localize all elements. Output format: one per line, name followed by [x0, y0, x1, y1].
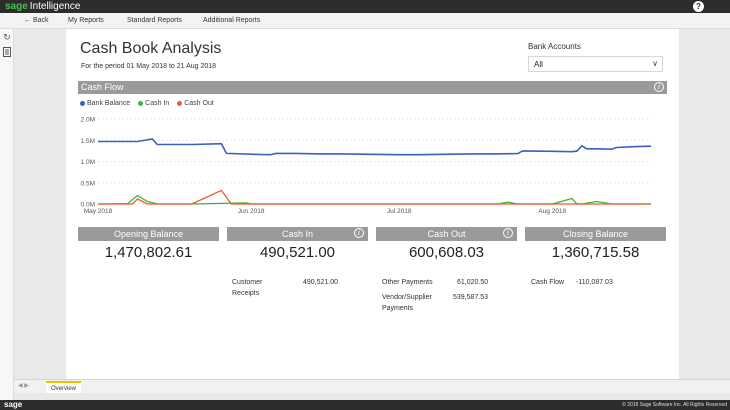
bank-accounts-value: All: [534, 60, 543, 69]
info-icon[interactable]: i: [654, 82, 664, 92]
customer-receipts-value: 490,521.00: [303, 279, 339, 286]
cash-out-value: 600,608.03: [408, 244, 485, 261]
vendor-supplier-payments-value: 539,587.53: [453, 294, 489, 301]
help-icon[interactable]: ?: [693, 1, 704, 12]
y-tick-label: 0.5M: [81, 180, 95, 187]
bank-accounts-dropdown[interactable]: All ∨: [528, 56, 663, 72]
nav-bar: ← Back My Reports Standard Reports Addit…: [0, 13, 730, 29]
cash-flow-chart[interactable]: 0.0M 0.5M 1.0M 1.5M 2.0M May 2018 Jun 2018 Jul …: [66, 109, 679, 219]
vendor-supplier-payments-label: Vendor/Supplier Payments: [382, 292, 432, 314]
left-toolbar: ↻: [0, 29, 14, 400]
legend-label: Bank Balance: [87, 100, 131, 107]
x-tick-label: Jun 2018: [238, 208, 265, 215]
y-tick-label: 1.5M: [81, 138, 95, 145]
chart-legend: Bank Balance Cash In Cash Out: [80, 100, 220, 110]
closing-balance-header: Closing Balance: [525, 227, 666, 241]
legend-cash-in[interactable]: Cash In: [138, 100, 169, 107]
detail-label-line: Receipts: [232, 290, 260, 297]
legend-cash-out[interactable]: Cash Out: [177, 100, 214, 107]
footer-bar: sage © 2018 Sage Software Inc. All Right…: [0, 400, 730, 410]
y-tick-label: 0.0M: [81, 202, 95, 209]
detail-label-line: Payments: [382, 305, 414, 312]
chevron-down-icon: ∨: [652, 59, 658, 68]
brand-sage: sage: [5, 1, 28, 12]
other-payments-value: 61,020.50: [457, 279, 489, 286]
nav-my-reports[interactable]: My Reports: [68, 17, 104, 24]
x-tick-label: Jul 2018: [387, 208, 412, 215]
other-payments-label: Other Payments: [382, 279, 433, 286]
tab-overview[interactable]: Overview: [46, 381, 82, 393]
card-title: Cash Out: [427, 229, 466, 239]
cash-out-header: Cash Out i: [376, 227, 517, 241]
card-title: Opening Balance: [113, 229, 184, 239]
closing-balance-value: 1,360,715.58: [551, 244, 640, 261]
back-button[interactable]: ← Back: [24, 17, 49, 24]
y-tick-label: 2.0M: [81, 117, 95, 124]
cash-flow-title: Cash Flow: [81, 82, 124, 92]
bank-balance-line: [98, 138, 652, 156]
refresh-icon[interactable]: ↻: [3, 32, 11, 42]
footer-copyright: © 2018 Sage Software Inc. All Rights Res…: [622, 402, 727, 408]
opening-balance-value: 1,470,802.61: [104, 244, 193, 261]
bank-accounts-label: Bank Accounts: [528, 42, 581, 51]
info-icon[interactable]: i: [354, 228, 364, 238]
cash-flow-label: Cash Flow: [531, 279, 565, 286]
report-canvas: Cash Book Analysis For the period 01 May…: [66, 29, 679, 379]
card-title: Cash In: [281, 229, 314, 239]
cash-in-value: 490,521.00: [259, 244, 336, 261]
customer-receipts-label: Customer Receipts: [232, 277, 262, 299]
page-tab-strip: ◀ ▶ Overview: [14, 379, 730, 393]
legend-label: Cash In: [145, 100, 170, 107]
opening-balance-header: Opening Balance: [78, 227, 219, 241]
detail-label-line: Vendor/Supplier: [382, 294, 432, 301]
cash-in-header: Cash In i: [227, 227, 368, 241]
tab-scroll-arrows[interactable]: ◀ ▶: [18, 383, 29, 389]
y-tick-label: 1.0M: [81, 159, 95, 166]
cash-flow-value: -110,087.03: [576, 279, 613, 286]
report-period: For the period 01 May 2018 to 21 Aug 201…: [81, 63, 217, 70]
document-icon[interactable]: [2, 47, 12, 57]
cash-out-line: [98, 189, 651, 205]
legend-bank-balance[interactable]: Bank Balance: [80, 100, 130, 107]
nav-additional-reports[interactable]: Additional Reports: [203, 17, 261, 24]
legend-dot: [138, 100, 144, 106]
sage-intelligence-logo: sage Intelligence: [5, 0, 80, 13]
top-bar: sage Intelligence ?: [0, 0, 730, 13]
legend-dot: [177, 100, 183, 106]
nav-standard-reports[interactable]: Standard Reports: [127, 17, 182, 24]
legend-dot: [80, 100, 85, 106]
cash-in-line: [97, 194, 651, 205]
x-tick-label: Aug 2018: [538, 208, 566, 215]
cash-flow-header: Cash Flow i: [78, 81, 667, 94]
info-icon[interactable]: i: [503, 228, 513, 238]
footer-sage-logo: sage: [4, 400, 23, 409]
brand-intelligence: Intelligence: [29, 1, 81, 12]
card-title: Closing Balance: [562, 229, 629, 239]
legend-label: Cash Out: [184, 100, 214, 107]
detail-label-line: Customer: [232, 279, 263, 286]
x-tick-label: May 2018: [84, 208, 113, 215]
report-title: Cash Book Analysis: [80, 40, 222, 57]
